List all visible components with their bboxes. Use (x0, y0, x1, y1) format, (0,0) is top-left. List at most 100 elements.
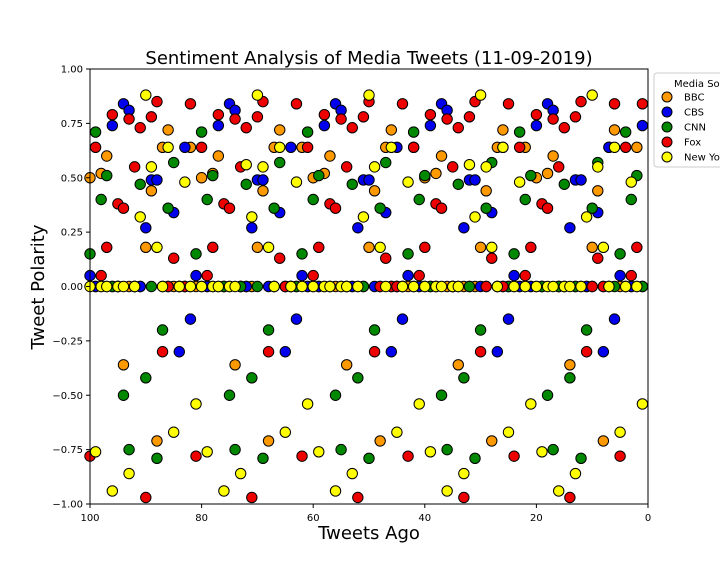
data-point-bbc (480, 185, 492, 197)
data-point-cbs (502, 313, 515, 325)
data-point-fox (447, 161, 459, 173)
data-point-cnn (89, 126, 102, 138)
data-point-bbc (229, 359, 241, 371)
data-point-new-york-times (435, 280, 448, 293)
data-point-fox (558, 122, 570, 134)
data-point-cbs (106, 119, 119, 132)
data-point-fox (525, 241, 537, 254)
data-point-fox (117, 202, 130, 214)
data-point-cnn (580, 324, 593, 336)
data-point-new-york-times (519, 280, 531, 293)
data-point-fox (229, 113, 241, 125)
data-point-cnn (329, 389, 342, 401)
data-point-bbc (541, 167, 554, 180)
data-point-cnn (480, 202, 492, 214)
data-point-fox (251, 111, 264, 123)
data-point-new-york-times (553, 485, 565, 497)
data-point-cbs (246, 222, 258, 234)
data-point-fox (223, 202, 236, 214)
legend-label: New York Times (684, 153, 720, 164)
data-point-cnn (363, 452, 375, 465)
data-point-new-york-times (89, 446, 102, 458)
legend-marker-bbc (661, 91, 673, 103)
data-point-new-york-times (368, 161, 381, 173)
y-tick-label: −0.25 (52, 336, 83, 347)
data-point-cbs (285, 141, 297, 154)
data-point-fox (519, 269, 531, 282)
data-point-new-york-times (385, 141, 398, 154)
data-point-new-york-times (168, 426, 180, 438)
y-tick-label: 0.50 (61, 173, 83, 184)
data-point-new-york-times (212, 280, 225, 293)
data-point-new-york-times (603, 280, 615, 293)
chart-title: Sentiment Analysis of Media Tweets (11-0… (145, 48, 592, 69)
data-point-cnn (352, 372, 364, 384)
data-point-new-york-times (257, 161, 269, 173)
data-point-cnn (458, 372, 470, 384)
data-point-new-york-times (564, 280, 576, 293)
data-point-bbc (257, 185, 269, 197)
x-tick-label: 100 (80, 513, 99, 524)
data-point-cnn (441, 443, 453, 456)
data-point-bbc (145, 185, 158, 197)
data-point-fox (608, 98, 621, 110)
data-point-new-york-times (547, 280, 559, 293)
data-point-new-york-times (396, 280, 409, 293)
data-point-new-york-times (251, 89, 264, 101)
data-point-cnn (117, 389, 130, 401)
data-point-new-york-times (592, 161, 604, 173)
data-point-cbs (173, 346, 185, 358)
data-point-cnn (380, 156, 392, 169)
data-point-bbc (162, 124, 174, 136)
data-point-cnn (564, 372, 576, 384)
data-point-cnn (547, 443, 559, 456)
data-point-cnn (145, 280, 158, 293)
data-point-new-york-times (458, 467, 470, 480)
data-point-cnn (463, 280, 476, 293)
data-point-cnn (586, 202, 598, 214)
data-point-bbc (368, 185, 381, 197)
data-point-new-york-times (525, 398, 537, 410)
data-points (84, 89, 649, 504)
data-point-cnn (262, 324, 275, 336)
data-point-new-york-times (486, 241, 498, 254)
data-point-cbs (212, 119, 225, 132)
data-point-cnn (140, 372, 152, 384)
data-point-fox (190, 450, 202, 462)
data-point-new-york-times (329, 485, 342, 497)
data-point-cbs (575, 174, 587, 186)
data-point-cbs (279, 346, 291, 358)
data-point-fox (413, 269, 425, 282)
x-tick-label: 40 (418, 513, 431, 524)
data-point-cbs (396, 313, 409, 325)
data-point-cnn (407, 126, 420, 138)
data-point-fox (274, 252, 286, 264)
data-point-new-york-times (190, 398, 202, 410)
x-axis-label: Tweets Ago (317, 523, 420, 544)
y-tick-label: 0.25 (61, 228, 83, 239)
data-point-bbc (101, 150, 113, 162)
data-point-fox (424, 108, 437, 121)
data-point-fox (513, 141, 526, 154)
data-point-cnn (519, 193, 531, 206)
data-point-new-york-times (117, 280, 130, 293)
data-point-cnn (101, 169, 113, 182)
data-point-new-york-times (463, 159, 476, 171)
data-point-fox (452, 122, 464, 134)
y-tick-label: −0.50 (52, 391, 83, 402)
data-point-bbc (631, 141, 643, 154)
data-point-fox (396, 98, 409, 110)
data-point-bbc (274, 124, 286, 136)
data-point-new-york-times (151, 241, 163, 254)
data-point-fox (569, 111, 582, 123)
data-point-bbc (117, 359, 130, 371)
legend-label: CNN (684, 123, 706, 134)
legend-marker-new-york-times (661, 151, 673, 163)
data-point-cnn (162, 202, 174, 214)
data-point-new-york-times (340, 280, 353, 293)
data-point-fox (636, 98, 649, 110)
data-point-new-york-times (636, 398, 649, 410)
data-point-fox (151, 95, 163, 108)
data-point-fox (184, 98, 197, 110)
data-point-new-york-times (469, 211, 481, 223)
